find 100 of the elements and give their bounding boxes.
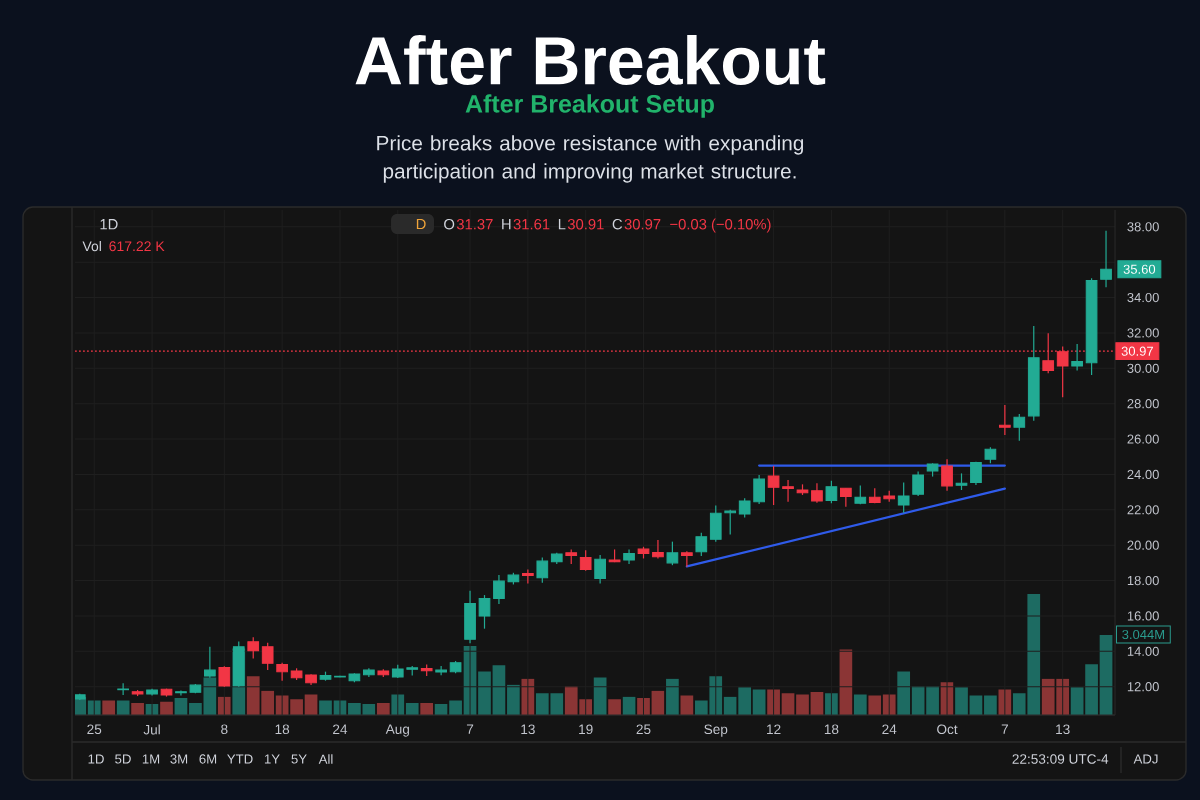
y-tick-label: 38.00 <box>1127 222 1159 232</box>
candlestick <box>247 636 260 659</box>
candlestick <box>695 532 708 557</box>
text: ADJ <box>1133 754 1158 764</box>
candlestick <box>175 689 187 697</box>
candlestick <box>536 556 549 584</box>
y-tick-label: 22.00 <box>1127 505 1159 515</box>
x-tick-label: 13 <box>521 724 535 735</box>
y-tick-label: 26.00 <box>1127 434 1159 444</box>
text: 5Y <box>291 754 307 764</box>
text: 1M <box>142 754 160 764</box>
candlestick <box>652 539 664 560</box>
y-tick-label: 30.00 <box>1127 363 1159 373</box>
bar <box>810 691 824 715</box>
y-tick-label: 14.00 <box>1127 646 1159 656</box>
text: Price breaks above resistance with expanding participation and improving market structure. <box>377 135 804 183</box>
candlestick <box>999 404 1011 436</box>
bar <box>984 695 997 715</box>
candlestick <box>276 662 288 682</box>
bar <box>608 699 621 715</box>
bar <box>796 694 809 715</box>
candlestick <box>218 665 231 688</box>
bar <box>420 702 434 715</box>
x-tick-label: 24 <box>882 724 897 734</box>
candlestick <box>522 568 534 584</box>
annotation: Vol <box>82 240 101 252</box>
x-tick-label: Oct <box>937 724 958 735</box>
y-tick-label: 28.00 <box>1127 399 1159 409</box>
bar <box>290 699 303 715</box>
bar <box>651 690 665 715</box>
candlestick <box>681 550 693 568</box>
annotation: H <box>502 219 511 230</box>
x-tick-label: 12 <box>767 724 781 734</box>
chart-subtitle: After Breakout Setup <box>465 94 714 118</box>
y-tick-label: 18.00 <box>1127 575 1159 586</box>
bar <box>116 700 130 715</box>
bar <box>1070 687 1084 715</box>
candlestick <box>738 497 751 519</box>
candlestick <box>478 594 491 630</box>
bar <box>897 671 911 715</box>
x-tick-label: 7 <box>466 724 474 734</box>
text: 5D <box>115 754 131 764</box>
bar <box>131 702 144 715</box>
candlestick <box>1100 230 1112 288</box>
candlestick <box>493 574 505 605</box>
y-tick-label: 32.00 <box>1127 328 1159 338</box>
annotation: O <box>444 218 455 230</box>
candlestick <box>435 665 447 676</box>
candlestick <box>117 682 129 696</box>
annotation: L <box>558 219 566 230</box>
bar <box>492 665 506 715</box>
x-tick-label: 24 <box>333 724 348 734</box>
x-tick-label: 18 <box>275 724 290 735</box>
candlestick <box>767 465 780 506</box>
annotation: C <box>612 218 623 230</box>
bar <box>102 700 116 715</box>
annotation: −0.03 (−0.10%) <box>670 218 771 233</box>
annotation: 1D <box>100 219 118 230</box>
bar <box>1027 593 1041 715</box>
text: All <box>318 754 333 764</box>
y-tick-label: 12.00 <box>1127 682 1159 692</box>
bar <box>781 693 795 715</box>
bar <box>550 693 564 715</box>
text: 1D <box>88 754 104 764</box>
x-tick-label: Sep <box>704 724 728 737</box>
bar <box>348 702 361 715</box>
bar <box>868 695 882 715</box>
candlestick <box>1013 413 1026 442</box>
candlestick <box>941 458 953 492</box>
annotation: 31.61 <box>513 218 550 230</box>
text: 3M <box>170 754 188 764</box>
candlestick <box>840 487 852 508</box>
annotation: 31.37 <box>456 218 493 230</box>
candlestick <box>811 482 823 504</box>
annotation: 35.60 <box>1123 264 1156 274</box>
bar <box>189 702 202 715</box>
x-tick-label: Aug <box>385 724 409 737</box>
x-tick-label: 7 <box>1001 724 1008 734</box>
annotation: 30.97 <box>624 218 661 230</box>
candlestick <box>897 481 910 514</box>
text: 6M <box>199 754 217 764</box>
bar <box>535 693 549 715</box>
bar <box>304 694 318 715</box>
text: 1Y <box>264 754 280 764</box>
bar <box>666 678 679 715</box>
candlestick <box>594 554 606 584</box>
text: 3.044M <box>1122 629 1164 640</box>
annotation: 617.22 K <box>109 241 165 252</box>
candlestick <box>666 541 679 566</box>
bar <box>478 671 491 715</box>
bar <box>376 702 390 715</box>
x-tick-label: 19 <box>579 724 593 735</box>
bar <box>87 700 101 715</box>
candlestick <box>782 479 794 503</box>
x-tick-label: 13 <box>1056 724 1070 735</box>
bar <box>926 685 939 715</box>
bar <box>1099 635 1113 715</box>
bar <box>1012 693 1026 715</box>
y-tick-label: 24.00 <box>1127 469 1159 480</box>
x-tick-label: 8 <box>221 724 228 735</box>
